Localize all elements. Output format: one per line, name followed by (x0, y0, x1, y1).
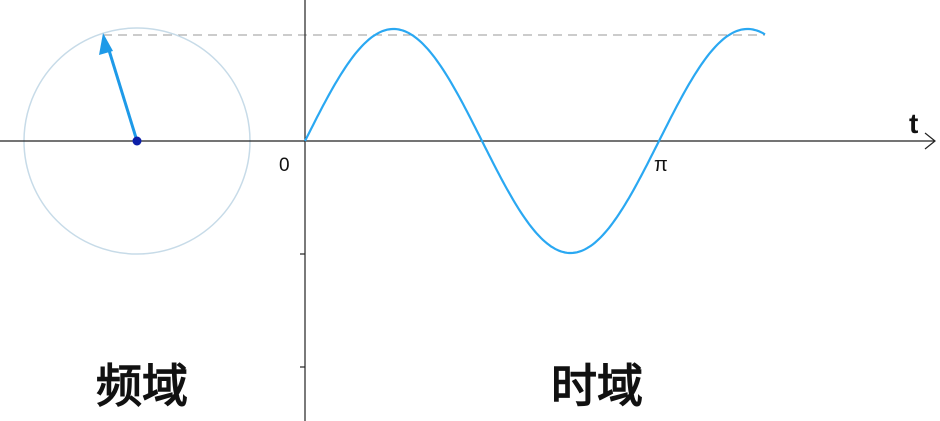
phasor-center-dot (132, 136, 142, 146)
sine-wave (304, 27, 766, 255)
time-axis-arrowhead (924, 132, 936, 150)
time-domain-label: 时域 (551, 359, 643, 413)
pi-tick-label: π (654, 154, 668, 176)
origin-label: 0 (279, 155, 290, 176)
phasor-arrow (106, 46, 139, 142)
frequency-domain-label: 频域 (96, 359, 188, 413)
axis-variable-label: t (909, 108, 918, 139)
phasor-arrowhead (99, 33, 113, 55)
